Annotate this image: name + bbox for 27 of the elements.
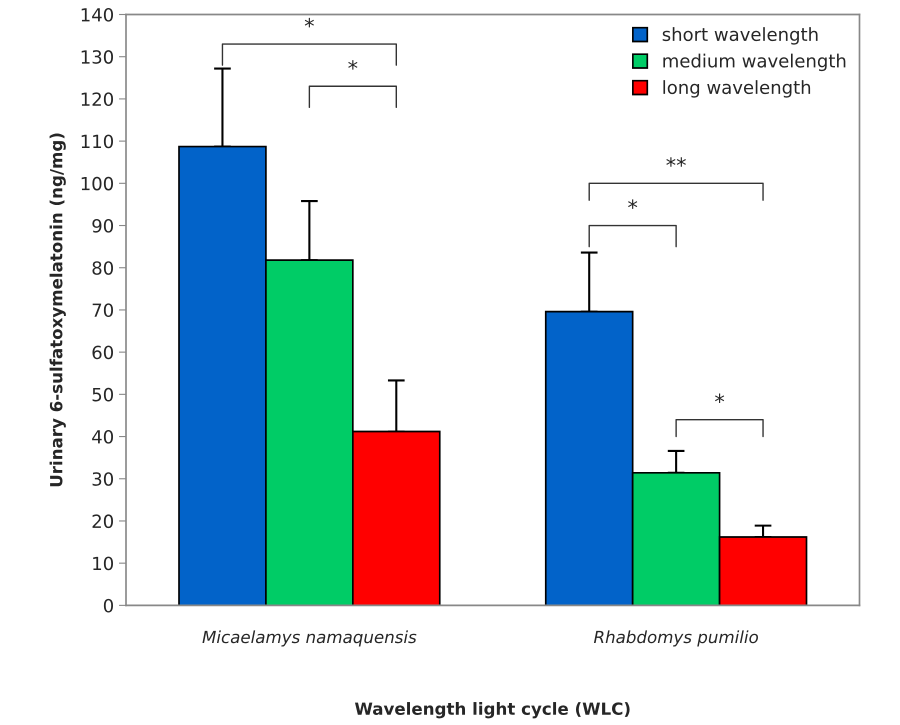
y-tick-label: 70 [92, 303, 113, 318]
x-tick-label: Rhabdomys pumilio [594, 630, 758, 647]
annotation: * [304, 18, 314, 28]
y-tick-label: 60 [92, 346, 113, 360]
y-axis-title: Urinary 6-sulfatoxymelatonin (ng/mg) [50, 134, 66, 486]
y-tick-label: 120 [82, 92, 113, 106]
y-tick-label: 90 [92, 218, 113, 233]
annotation: * [348, 60, 358, 70]
y-tick-label: 110 [82, 134, 113, 148]
y-tick-label: 30 [92, 472, 113, 486]
y-tick-label: 20 [92, 514, 113, 528]
legend-label: short wavelength [662, 27, 818, 45]
y-tick-label: 50 [92, 388, 113, 402]
x-axis-title: Wavelength light cycle (WLC) [354, 702, 630, 718]
y-tick-label: 0 [104, 598, 113, 612]
y-tick-label: 100 [82, 176, 113, 190]
annotation: * [715, 394, 724, 404]
x-tick-label: Micaelamys namaquensis [202, 630, 416, 647]
legend-label: medium wavelength [663, 54, 846, 72]
y-tick-label: 40 [92, 430, 113, 444]
legend-label: long wavelength [663, 80, 810, 98]
y-tick-label: 80 [92, 261, 113, 275]
annotation: * [628, 199, 638, 209]
y-tick-label: 10 [93, 556, 113, 570]
annotation: ** [666, 157, 686, 167]
y-tick-label: 130 [82, 50, 113, 64]
y-tick-label: 140 [82, 8, 113, 22]
